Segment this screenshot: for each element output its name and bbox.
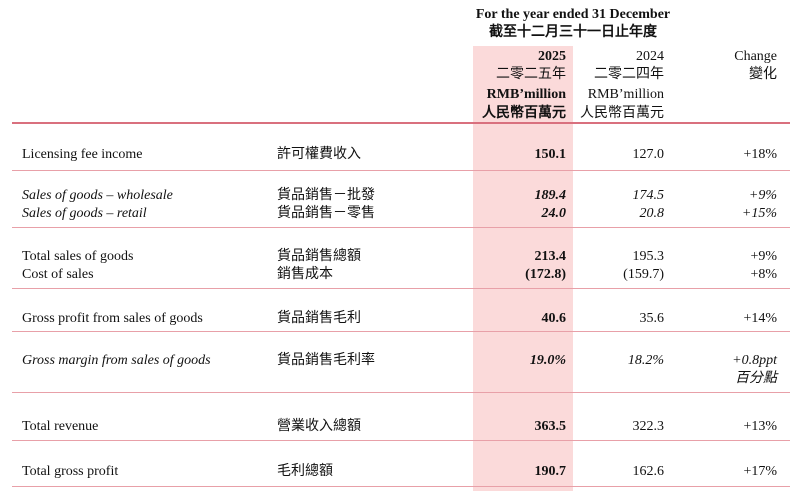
label-zh: 營業收入總額 <box>277 419 361 434</box>
column-year-zh: 二零二四年 <box>594 67 664 82</box>
value-2025: 150.1 <box>534 147 567 162</box>
change: +15% <box>741 206 777 221</box>
value-2025: 40.6 <box>541 311 567 326</box>
period-heading-zh: 截至十二月三十一日止年度 <box>489 25 657 40</box>
label-zh: 銷售成本 <box>277 267 333 282</box>
period-heading: For the year ended 31 December <box>475 7 671 22</box>
label-en: Sales of goods – wholesale <box>22 188 173 203</box>
column-change: Change <box>734 49 777 64</box>
value-2025: 190.7 <box>534 464 567 479</box>
change: +8% <box>750 267 777 282</box>
change: +13% <box>743 419 777 434</box>
row-rule <box>12 331 790 332</box>
column-unit-zh: 人民幣百萬元 <box>482 106 566 121</box>
value-2025: 363.5 <box>534 419 567 434</box>
label-en: Total gross profit <box>22 464 119 479</box>
value-2024: 174.5 <box>632 188 665 203</box>
label-zh: 貨品銷售－零售 <box>277 206 375 221</box>
value-2024: 195.3 <box>632 249 665 264</box>
value-2024: 127.0 <box>632 147 665 162</box>
value-2025: (172.8) <box>525 267 566 282</box>
value-2024: (159.7) <box>623 267 664 282</box>
change-unit-zh: 百分點 <box>735 371 777 386</box>
value-2024: 35.6 <box>639 311 665 326</box>
label-en: Cost of sales <box>22 267 94 282</box>
label-zh: 毛利總額 <box>277 464 333 479</box>
value-2024: 162.6 <box>632 464 665 479</box>
column-year-zh: 二零二五年 <box>496 67 566 82</box>
row-rule <box>12 288 790 289</box>
highlight-column <box>473 46 573 491</box>
row-rule <box>12 170 790 171</box>
change: +9% <box>748 188 777 203</box>
change: +0.8ppt <box>732 353 777 368</box>
value-2025: 24.0 <box>541 206 567 221</box>
value-2025: 189.4 <box>534 188 567 203</box>
column-change-zh: 變化 <box>749 67 777 82</box>
value-2025: 19.0% <box>529 353 566 368</box>
column-year: 2025 <box>538 49 566 64</box>
label-en: Licensing fee income <box>22 147 143 162</box>
value-2024: 20.8 <box>639 206 665 221</box>
row-rule <box>12 486 790 487</box>
column-unit: RMB’million <box>486 87 566 102</box>
label-en: Sales of goods – retail <box>22 206 147 221</box>
label-zh: 許可權費收入 <box>277 147 361 162</box>
value-2024: 18.2% <box>627 353 664 368</box>
change: +17% <box>743 464 777 479</box>
label-zh: 貨品銷售毛利率 <box>277 353 375 368</box>
value-2024: 322.3 <box>632 419 665 434</box>
column-year: 2024 <box>636 49 664 64</box>
label-en: Total revenue <box>22 419 99 434</box>
row-rule <box>12 440 790 441</box>
change: +18% <box>743 147 777 162</box>
header-rule <box>12 122 790 124</box>
row-rule <box>12 392 790 393</box>
label-zh: 貨品銷售毛利 <box>277 311 361 326</box>
change: +14% <box>743 311 777 326</box>
label-zh: 貨品銷售－批發 <box>277 188 375 203</box>
row-rule <box>12 227 790 228</box>
label-en: Gross margin from sales of goods <box>22 353 211 368</box>
value-2025: 213.4 <box>534 249 567 264</box>
change: +9% <box>750 249 777 264</box>
label-en: Total sales of goods <box>22 249 134 264</box>
label-zh: 貨品銷售總額 <box>277 249 361 264</box>
column-unit: RMB’million <box>587 87 664 102</box>
label-en: Gross profit from sales of goods <box>22 311 203 326</box>
column-unit-zh: 人民幣百萬元 <box>580 106 664 121</box>
